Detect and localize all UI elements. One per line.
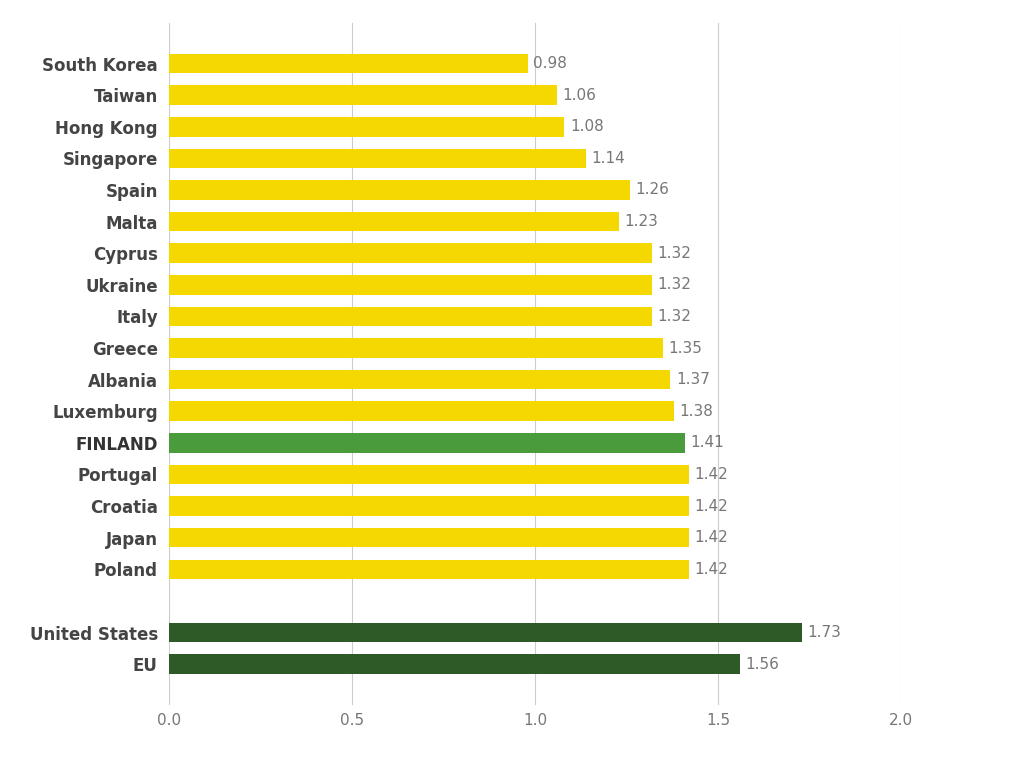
Bar — [169, 307, 652, 326]
Bar — [169, 559, 689, 579]
Bar — [169, 623, 802, 642]
Bar — [169, 243, 652, 263]
Bar — [169, 180, 630, 200]
Text: 1.42: 1.42 — [694, 530, 728, 545]
Bar — [169, 54, 527, 74]
Text: 1.14: 1.14 — [592, 151, 626, 166]
Bar — [169, 402, 674, 421]
Bar — [169, 275, 652, 295]
Bar — [169, 117, 564, 136]
Bar — [169, 86, 557, 105]
Text: 1.32: 1.32 — [657, 277, 691, 293]
Bar — [169, 433, 685, 453]
Text: 1.42: 1.42 — [694, 499, 728, 514]
Text: 1.08: 1.08 — [569, 119, 603, 134]
Text: 0.98: 0.98 — [534, 56, 567, 71]
Bar — [169, 465, 689, 484]
Bar — [169, 528, 689, 547]
Text: 1.23: 1.23 — [625, 214, 658, 229]
Bar — [169, 370, 671, 390]
Bar — [169, 211, 620, 231]
Text: 1.32: 1.32 — [657, 309, 691, 324]
Text: 1.06: 1.06 — [562, 88, 596, 102]
Bar — [169, 149, 587, 168]
Text: 1.37: 1.37 — [676, 372, 710, 387]
Bar — [169, 338, 664, 358]
Text: 1.42: 1.42 — [694, 562, 728, 577]
Text: 1.26: 1.26 — [636, 183, 670, 198]
Text: 1.73: 1.73 — [808, 625, 842, 640]
Text: 1.35: 1.35 — [669, 340, 702, 356]
Text: 1.56: 1.56 — [745, 656, 779, 672]
Text: 1.42: 1.42 — [694, 467, 728, 482]
Text: 1.32: 1.32 — [657, 246, 691, 261]
Bar — [169, 496, 689, 516]
Bar — [169, 654, 740, 674]
Text: 1.41: 1.41 — [690, 435, 724, 450]
Text: 1.38: 1.38 — [680, 404, 714, 418]
